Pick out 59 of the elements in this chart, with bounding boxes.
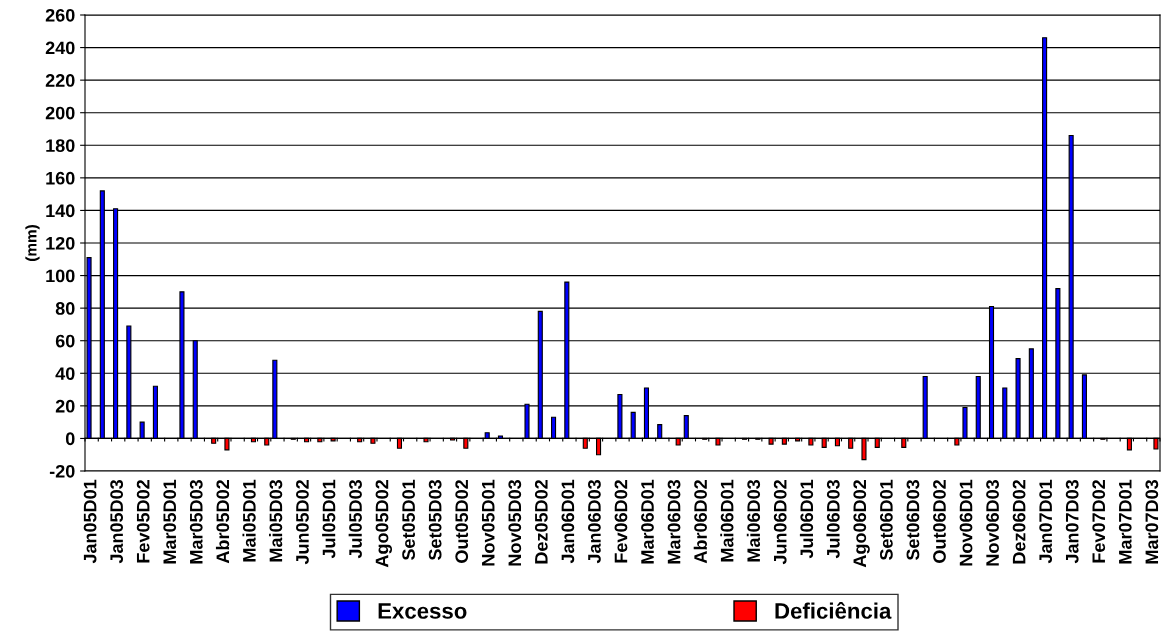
x-tick-label: Jul05D03	[348, 479, 362, 559]
x-tick-label: Fev07D02	[1092, 480, 1106, 563]
x-tick-label: Jan05D01	[83, 479, 97, 564]
x-tick-label: Jul06D03	[826, 479, 840, 559]
x-tick-label: Nov06D03	[986, 479, 999, 566]
x-tick-label: Ago05D02	[375, 480, 393, 568]
y-tick-label: 160	[46, 171, 75, 185]
y-tick-label: 180	[46, 139, 75, 153]
x-tick-label: Set05D01	[402, 479, 415, 561]
x-tick-label: Jan06D01	[561, 479, 575, 564]
y-tick-label: 200	[45, 106, 75, 120]
x-tick-label: Fev06D02	[614, 480, 628, 563]
x-tick-label: Nov06D01	[959, 479, 973, 566]
x-tick-label: Jan06D03	[588, 479, 601, 564]
y-tick-label: 20	[55, 399, 75, 413]
y-tick-label: 260	[45, 8, 75, 22]
y-tick-label: 80	[55, 302, 75, 315]
x-tick-label: Abr06D02	[693, 480, 707, 564]
x-tick-label: Mar07D03	[1145, 479, 1159, 564]
y-tick-label: 100	[46, 269, 75, 283]
x-tick-label: Mai05D03	[269, 479, 283, 562]
y-tick-label: 240	[45, 41, 75, 55]
x-tick-label: Jan05D03	[110, 479, 124, 564]
x-tick-label: Mar05D03	[189, 479, 203, 564]
x-tick-label: Jan07D03	[1065, 479, 1079, 564]
x-tick-label: Set06D03	[906, 479, 920, 561]
y-tick-label: 40	[55, 367, 75, 381]
x-tick-label: Jul05D01	[322, 479, 336, 559]
y-tick-label: 60	[55, 334, 75, 348]
x-tick-label: Out05D02	[455, 480, 469, 563]
x-tick-label: Mar06D01	[641, 479, 654, 564]
x-tick-label: Set06D01	[879, 479, 893, 561]
y-tick-label: 140	[46, 204, 75, 218]
y-tick-label: 0	[65, 432, 75, 446]
legend-label: Deficiência	[775, 602, 892, 619]
x-tick-label: Mai06D01	[720, 479, 734, 562]
y-tick-label: 220	[45, 74, 75, 87]
x-tick-label: Nov05D01	[481, 479, 495, 566]
x-tick-label: Fev05D02	[136, 480, 150, 563]
x-tick-label: Set05D03	[428, 479, 442, 561]
x-tick-label: Jun05D02	[296, 480, 309, 565]
x-tick-label: Mar07D01	[1118, 479, 1132, 564]
x-tick-label: Jan07D01	[1039, 479, 1053, 564]
x-tick-label: Mai05D01	[242, 479, 256, 562]
x-tick-label: Dez05D02	[534, 480, 548, 564]
x-tick-label: Out06D02	[933, 480, 946, 563]
legend-label: Excesso	[378, 603, 467, 619]
y-axis-title: (mm)	[25, 225, 40, 261]
x-tick-label: Nov05D03	[508, 479, 522, 566]
x-tick-label: Dez06D02	[1012, 480, 1026, 564]
x-tick-label: Abr05D02	[215, 480, 230, 564]
x-tick-label: Mar06D03	[667, 479, 681, 564]
x-tick-label: Jun06D02	[773, 480, 787, 565]
x-tick-label: Jul06D01	[799, 479, 814, 559]
y-tick-label: -20	[49, 464, 75, 478]
x-tick-label: Mar05D01	[163, 479, 177, 564]
x-tick-label: Ago06D02	[853, 480, 870, 568]
y-tick-label: 120	[46, 236, 75, 250]
x-tick-label: Mai06D03	[746, 479, 761, 562]
